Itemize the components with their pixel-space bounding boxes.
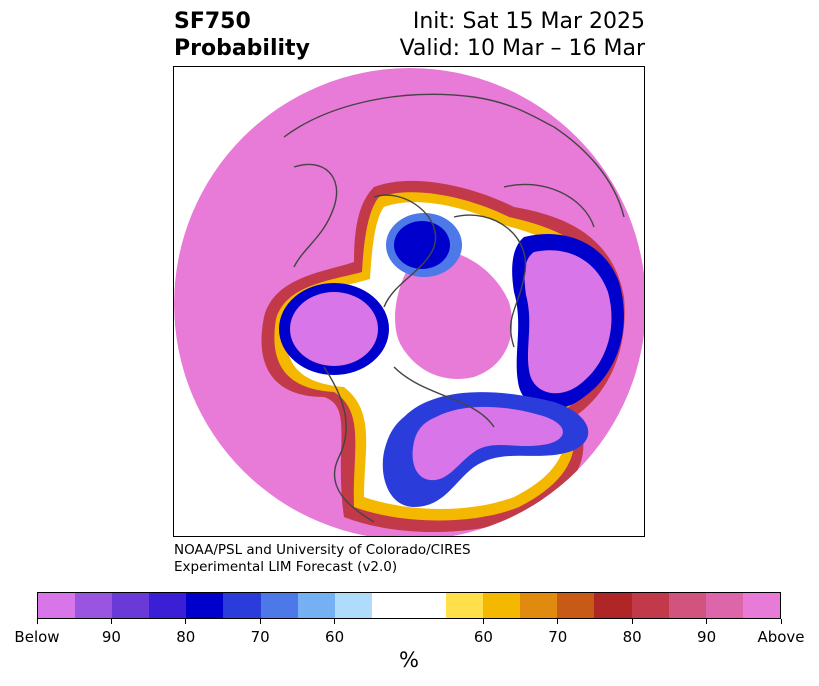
greenland-below-core [394, 221, 450, 269]
credit-text: NOAA/PSL and University of Colorado/CIRE… [174, 542, 471, 576]
colorbar-tick-label: Below [14, 628, 60, 646]
colorbar-segment [408, 593, 447, 618]
colorbar-unit: % [399, 648, 419, 672]
colorbar-tick-label: 80 [622, 628, 642, 646]
colorbar-tick-mark [259, 619, 261, 624]
central-above [395, 249, 513, 379]
colorbar-tick-label: 90 [697, 628, 717, 646]
colorbar-tick-label: 70 [250, 628, 270, 646]
colorbar-tick-label: Above [757, 628, 805, 646]
colorbar-segment [297, 593, 335, 618]
colorbar-tick-label: 70 [548, 628, 568, 646]
america-below-core [412, 406, 563, 481]
colorbar-segment [446, 593, 484, 618]
coastlines [283, 93, 625, 523]
colorbar-segment [186, 593, 224, 618]
colorbar-tick-label: 60 [325, 628, 345, 646]
title-variable: SF750 [174, 9, 251, 34]
colorbar-tick-label: 60 [473, 628, 493, 646]
credit-line-1: NOAA/PSL and University of Colorado/CIRE… [174, 542, 471, 558]
colorbar-tick-mark [334, 619, 336, 624]
colorbar-segment [38, 593, 76, 618]
map-title: SF750 Probability [174, 8, 310, 62]
colorbar-segment [223, 593, 261, 618]
colorbar-segment [631, 593, 669, 618]
colorbar-segment [520, 593, 558, 618]
colorbar-segment [149, 593, 187, 618]
siberia-below-core [524, 250, 612, 394]
colorbar [37, 592, 781, 619]
pacific-below-core [290, 292, 378, 366]
colorbar-tick-mark [706, 619, 708, 624]
forecast-dates: Init: Sat 15 Mar 2025 Valid: 10 Mar – 16… [400, 8, 645, 62]
colorbar-tick-mark [110, 619, 112, 624]
colorbar-tick-mark [36, 619, 38, 624]
valid-range: Valid: 10 Mar – 16 Mar [399, 36, 645, 61]
polar-map [173, 66, 645, 537]
colorbar-segment [557, 593, 595, 618]
colorbar-segment [705, 593, 743, 618]
colorbar-tick-mark [631, 619, 633, 624]
colorbar-tick-mark [557, 619, 559, 624]
colorbar-tick-mark [780, 619, 782, 624]
init-date: Init: Sat 15 Mar 2025 [412, 9, 645, 34]
colorbar-tick-label: 90 [101, 628, 121, 646]
credit-line-2: Experimental LIM Forecast (v2.0) [174, 559, 398, 575]
colorbar-segment [112, 593, 150, 618]
colorbar-segment [260, 593, 298, 618]
colorbar-segment [75, 593, 113, 618]
colorbar-segment [334, 593, 372, 618]
colorbar-segment [668, 593, 706, 618]
colorbar-tick-mark [185, 619, 187, 624]
colorbar-segment [594, 593, 632, 618]
colorbar-tick-label: 80 [176, 628, 196, 646]
title-metric: Probability [174, 36, 310, 61]
colorbar-tick-mark [482, 619, 484, 624]
probability-map-svg [174, 68, 644, 536]
colorbar-segment [742, 593, 780, 618]
colorbar-segment [371, 593, 409, 618]
colorbar-segment [483, 593, 521, 618]
